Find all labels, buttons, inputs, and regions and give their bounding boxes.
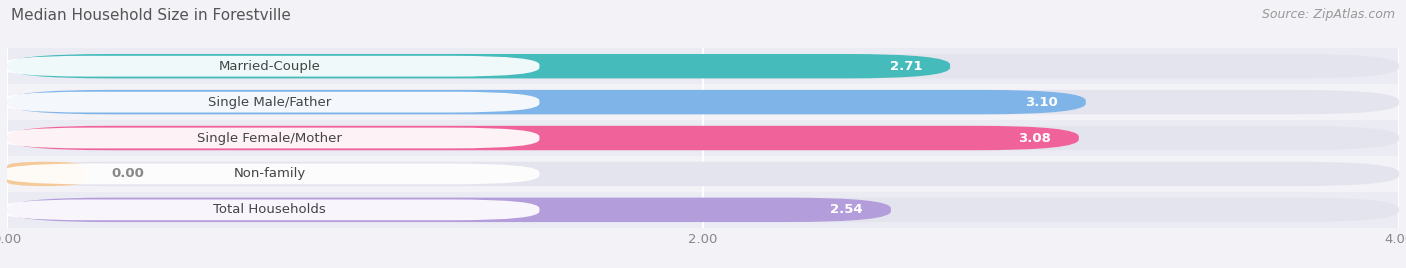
FancyBboxPatch shape — [0, 163, 540, 184]
FancyBboxPatch shape — [7, 54, 1399, 79]
FancyBboxPatch shape — [7, 54, 950, 79]
FancyBboxPatch shape — [7, 126, 1078, 150]
FancyBboxPatch shape — [7, 90, 1085, 114]
FancyBboxPatch shape — [0, 199, 540, 220]
Text: 3.10: 3.10 — [1025, 96, 1057, 109]
FancyBboxPatch shape — [7, 90, 1399, 114]
Text: Median Household Size in Forestville: Median Household Size in Forestville — [11, 8, 291, 23]
FancyBboxPatch shape — [7, 198, 891, 222]
FancyBboxPatch shape — [7, 162, 1399, 186]
FancyBboxPatch shape — [0, 92, 540, 113]
FancyBboxPatch shape — [0, 128, 540, 148]
Text: Source: ZipAtlas.com: Source: ZipAtlas.com — [1261, 8, 1395, 21]
Bar — [7, 156, 1399, 192]
FancyBboxPatch shape — [7, 198, 1399, 222]
Text: Married-Couple: Married-Couple — [219, 60, 321, 73]
FancyBboxPatch shape — [0, 56, 540, 77]
FancyBboxPatch shape — [7, 126, 1399, 150]
Bar — [7, 120, 1399, 156]
Bar — [7, 84, 1399, 120]
Text: Single Female/Mother: Single Female/Mother — [197, 132, 342, 144]
Bar — [7, 192, 1399, 228]
Bar — [7, 48, 1399, 84]
Text: 2.54: 2.54 — [831, 203, 863, 216]
Text: 0.00: 0.00 — [111, 168, 145, 180]
Text: Single Male/Father: Single Male/Father — [208, 96, 332, 109]
Text: Total Households: Total Households — [214, 203, 326, 216]
Text: 2.71: 2.71 — [890, 60, 922, 73]
FancyBboxPatch shape — [7, 162, 83, 186]
Text: Non-family: Non-family — [233, 168, 307, 180]
Text: 3.08: 3.08 — [1018, 132, 1050, 144]
